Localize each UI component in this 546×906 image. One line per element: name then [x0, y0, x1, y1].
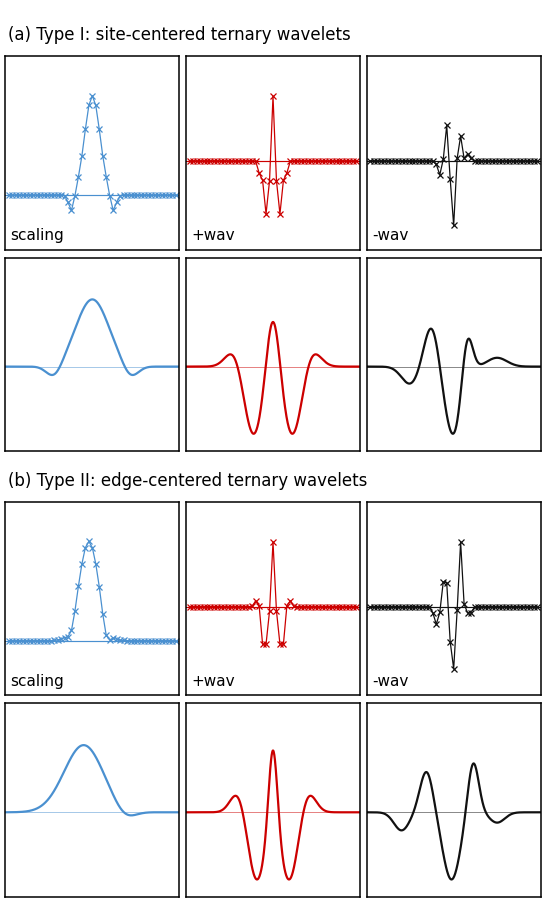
Text: -wav: -wav: [372, 673, 408, 689]
Text: +wav: +wav: [191, 227, 235, 243]
Text: scaling: scaling: [11, 673, 64, 689]
Text: scaling: scaling: [11, 227, 64, 243]
Text: +wav: +wav: [191, 673, 235, 689]
Text: (b) Type II: edge-centered ternary wavelets: (b) Type II: edge-centered ternary wavel…: [8, 472, 367, 490]
Text: (a) Type I: site-centered ternary wavelets: (a) Type I: site-centered ternary wavele…: [8, 26, 351, 44]
Text: -wav: -wav: [372, 227, 408, 243]
